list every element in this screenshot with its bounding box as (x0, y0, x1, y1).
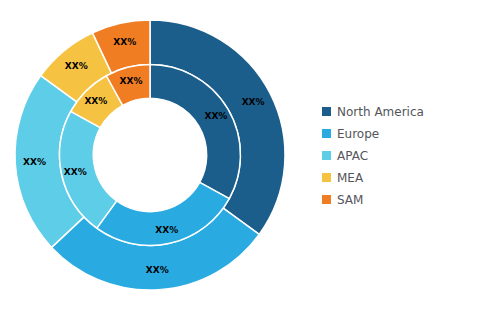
svg-text:MEA: MEA (337, 171, 364, 185)
svg-text:Europe: Europe (337, 127, 379, 141)
svg-text:XX%: XX% (155, 225, 178, 235)
svg-text:XX%: XX% (84, 96, 107, 106)
svg-text:XX%: XX% (146, 265, 169, 275)
svg-text:APAC: APAC (337, 149, 368, 163)
svg-text:XX%: XX% (204, 111, 227, 121)
svg-text:XX%: XX% (113, 37, 136, 47)
svg-text:XX%: XX% (23, 157, 46, 167)
svg-text:SAM: SAM (337, 193, 363, 207)
svg-text:XX%: XX% (65, 61, 88, 71)
svg-text:XX%: XX% (242, 97, 265, 107)
svg-text:XX%: XX% (120, 76, 143, 86)
svg-text:North America: North America (337, 105, 424, 119)
svg-text:XX%: XX% (64, 167, 87, 177)
